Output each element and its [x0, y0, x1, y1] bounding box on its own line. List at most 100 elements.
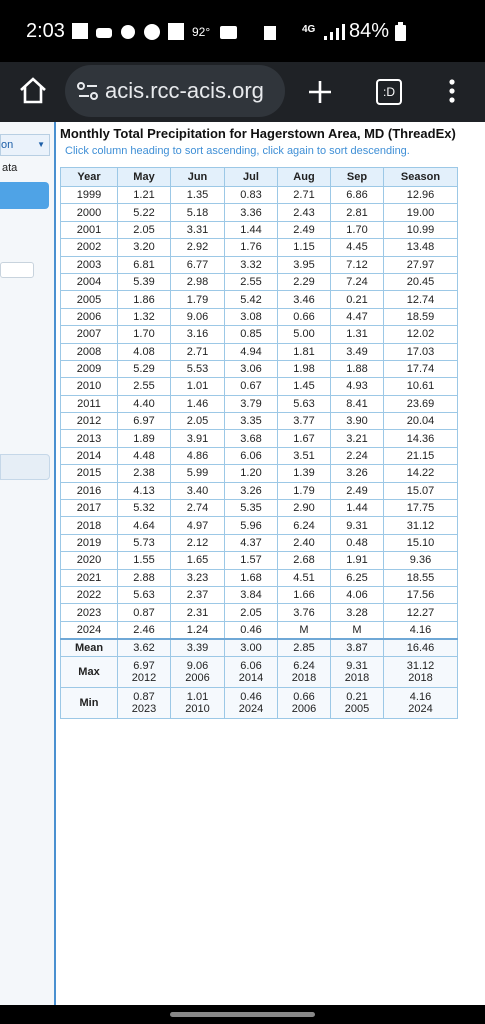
data-row: 2018 4.64 4.97 5.96 6.24 9.31 31.12 [60, 516, 458, 535]
summary-year: 2018 [291, 672, 317, 685]
year-cell: 2019 [60, 533, 118, 553]
summary-value: 2.85 [293, 642, 315, 655]
summary-year: 2006 [185, 672, 210, 685]
dropdown[interactable]: on ▼ [0, 134, 50, 156]
value-cell: 4.86 [170, 446, 225, 466]
value-cell: 4.47 [330, 307, 384, 327]
value-cell: M [330, 620, 384, 640]
column-heading[interactable]: Sep [330, 167, 384, 187]
value-cell: 1.46 [170, 394, 225, 414]
value-cell: 17.74 [383, 359, 458, 379]
value-cell: 3.35 [224, 412, 278, 431]
column-heading[interactable]: Jul [224, 167, 278, 187]
summary-year: 2024 [408, 703, 433, 716]
value-cell: 6.24 [277, 516, 331, 535]
clock: 2:03 [26, 20, 65, 42]
home-button[interactable] [18, 76, 48, 106]
value-cell: 1.24 [170, 620, 225, 640]
home-handle[interactable] [170, 1012, 315, 1017]
select-box[interactable] [0, 262, 34, 278]
year-cell: 2023 [60, 603, 118, 622]
status-bar: 2:03 92° 4G 84% [0, 0, 485, 62]
year-cell: 1999 [60, 185, 118, 205]
summary-value: 9.06 [186, 660, 209, 673]
year-cell: 2017 [60, 499, 118, 518]
summary-cell: 0.21 2005 [330, 687, 384, 720]
url: acis.rcc-acis.org [105, 78, 264, 103]
value-cell: 0.66 [277, 307, 331, 327]
value-cell: 31.12 [383, 516, 458, 535]
sidebar-item[interactable]: ata [2, 162, 18, 174]
value-cell: 3.32 [224, 255, 278, 274]
data-row: 2002 3.20 2.92 1.76 1.15 4.45 13.48 [60, 238, 458, 257]
summary-value: 6.06 [240, 660, 262, 673]
year-cell: 2020 [60, 551, 118, 570]
site-settings-icon[interactable] [77, 81, 99, 101]
summary-cell: 9.06 2006 [170, 656, 225, 689]
value-cell: 4.37 [224, 533, 278, 553]
value-cell: 18.59 [383, 307, 458, 327]
value-cell: 12.02 [383, 325, 458, 344]
value-cell: M [277, 620, 331, 640]
data-row: 2019 5.73 2.12 4.37 2.40 0.48 15.10 [60, 533, 458, 553]
address-bar[interactable]: acis.rcc-acis.org [65, 65, 285, 117]
value-cell: 3.23 [170, 568, 225, 587]
summary-cell: 0.66 2006 [277, 687, 331, 720]
value-cell: 1.86 [117, 290, 171, 309]
value-cell: 5.00 [277, 325, 331, 344]
value-cell: 5.99 [170, 464, 225, 483]
summary-value: 9.31 [346, 660, 368, 673]
value-cell: 3.79 [224, 394, 278, 414]
value-cell: 1.98 [277, 359, 331, 379]
menu-button[interactable] [446, 78, 458, 106]
value-cell: 12.74 [383, 290, 458, 309]
value-cell: 3.16 [170, 325, 225, 344]
value-cell: 1.79 [277, 481, 331, 501]
column-heading[interactable]: Season [383, 167, 458, 187]
year-cell: 2012 [60, 412, 118, 431]
summary-value: 3.62 [133, 642, 155, 655]
summary-year: 2010 [185, 703, 210, 716]
new-tab-button[interactable] [306, 78, 334, 106]
value-cell: 3.91 [170, 429, 225, 448]
battery-level: 84% [349, 20, 390, 42]
column-heading[interactable]: May [117, 167, 171, 187]
summary-year: 2018 [408, 672, 433, 685]
value-cell: 1.88 [330, 359, 384, 379]
column-heading[interactable]: Aug [277, 167, 331, 187]
panel-box [0, 454, 50, 480]
selected-item[interactable] [0, 182, 49, 209]
value-cell: 0.21 [330, 290, 384, 309]
summary-value: 0.66 [293, 691, 315, 704]
value-cell: 1.65 [170, 551, 225, 570]
value-cell: 1.79 [170, 290, 225, 309]
value-cell: 1.44 [224, 220, 278, 240]
column-heading[interactable]: Year [60, 167, 118, 187]
year-cell: 2004 [60, 272, 118, 292]
value-cell: 3.26 [224, 481, 278, 501]
value-cell: 1.66 [277, 585, 331, 605]
data-row: 2021 2.88 3.23 1.68 4.51 6.25 18.55 [60, 568, 458, 587]
tab-switcher[interactable]: :D [376, 79, 402, 105]
value-cell: 15.10 [383, 533, 458, 553]
summary-row: Mean 3.62 3.39 3.00 2.85 3.87 16.46 [60, 638, 458, 658]
value-cell: 3.49 [330, 342, 384, 361]
value-cell: 10.61 [383, 377, 458, 396]
value-cell: 27.97 [383, 255, 458, 274]
data-row: 2004 5.39 2.98 2.55 2.29 7.24 20.45 [60, 272, 458, 292]
column-heading[interactable]: Jun [170, 167, 225, 187]
value-cell: 5.42 [224, 290, 278, 309]
value-cell: 6.25 [330, 568, 384, 587]
year-cell: 2024 [60, 620, 118, 640]
value-cell: 6.97 [117, 412, 171, 431]
data-row: 2008 4.08 2.71 4.94 1.81 3.49 17.03 [60, 342, 458, 361]
summary-value: 1.01 [186, 691, 209, 704]
summary-cell: 3.39 [170, 638, 225, 658]
value-cell: 3.06 [224, 359, 278, 379]
summary-value: 16.46 [406, 642, 435, 655]
value-cell: 6.81 [117, 255, 171, 274]
summary-cell: 3.62 [117, 638, 171, 658]
value-cell: 3.40 [170, 481, 225, 501]
value-cell: 3.76 [277, 603, 331, 622]
